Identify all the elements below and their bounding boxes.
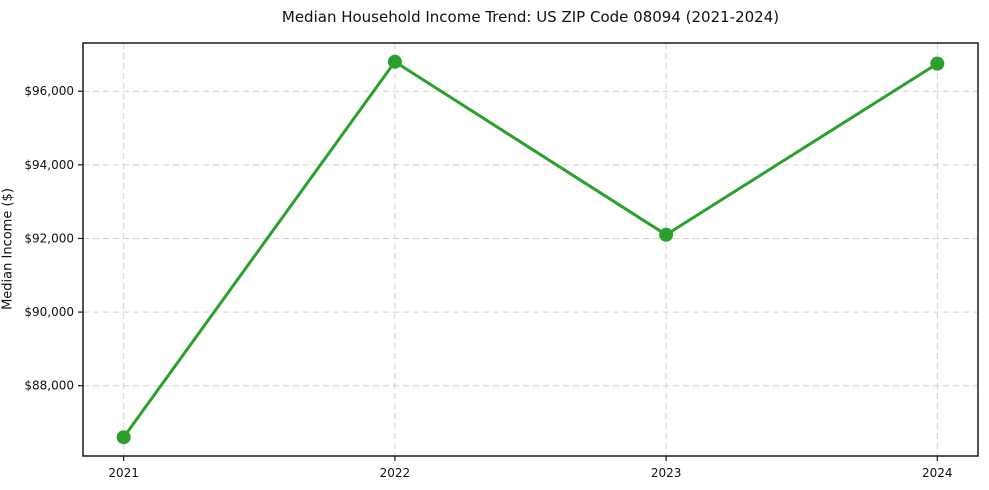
y-axis-label: Median Income ($) bbox=[0, 188, 16, 310]
y-tick-label: $90,000 bbox=[24, 305, 74, 319]
data-point bbox=[116, 430, 131, 445]
plot-frame bbox=[82, 42, 979, 457]
data-point bbox=[387, 54, 402, 69]
y-tick-label: $94,000 bbox=[24, 158, 74, 172]
data-point bbox=[659, 227, 674, 242]
y-tick-label: $88,000 bbox=[24, 379, 74, 393]
x-tick-label: 2024 bbox=[922, 466, 953, 480]
trend-line bbox=[122, 60, 939, 439]
x-tick-label: 2023 bbox=[651, 466, 682, 480]
x-tick-label: 2021 bbox=[108, 466, 139, 480]
y-tick-label: $96,000 bbox=[24, 84, 74, 98]
y-tick-label: $92,000 bbox=[24, 231, 74, 245]
chart-title: Median Household Income Trend: US ZIP Co… bbox=[281, 8, 780, 26]
data-point bbox=[930, 56, 945, 71]
x-tick-label: 2022 bbox=[380, 466, 411, 480]
